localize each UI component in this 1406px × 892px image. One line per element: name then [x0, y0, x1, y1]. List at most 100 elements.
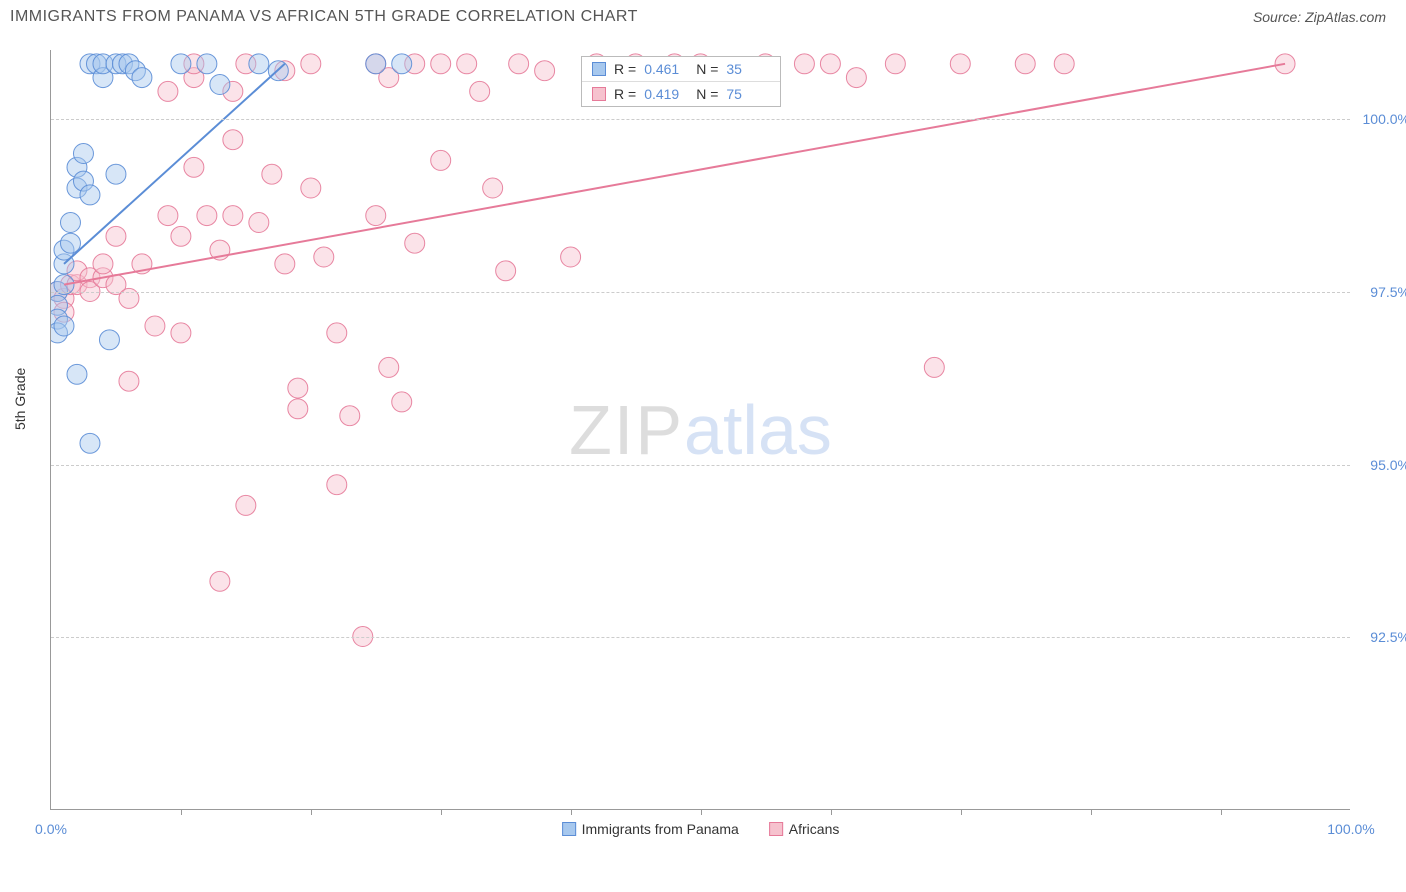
scatter-point — [327, 323, 347, 343]
scatter-point — [794, 54, 814, 74]
scatter-point — [158, 206, 178, 226]
x-tick-label: 0.0% — [35, 821, 67, 837]
x-tick — [181, 809, 182, 815]
scatter-point — [1275, 54, 1295, 74]
scatter-point — [171, 226, 191, 246]
source-name: ZipAtlas.com — [1305, 9, 1386, 25]
scatter-point — [366, 206, 386, 226]
bottom-legend-panama: Immigrants from Panama — [562, 821, 739, 837]
correlation-legend: R = 0.461 N = 35 R = 0.419 N = 75 — [581, 56, 781, 107]
x-tick — [1221, 809, 1222, 815]
source-attribution: Source: ZipAtlas.com — [1253, 9, 1386, 25]
legend-n-val-africans: 75 — [726, 86, 770, 102]
scatter-point — [197, 206, 217, 226]
scatter-point — [535, 61, 555, 81]
scatter-point — [950, 54, 970, 74]
x-tick — [571, 809, 572, 815]
x-tick — [311, 809, 312, 815]
y-tick-label: 95.0% — [1370, 457, 1406, 473]
scatter-point — [60, 233, 80, 253]
scatter-point — [288, 378, 308, 398]
legend-r-val-africans: 0.419 — [644, 86, 688, 102]
scatter-point — [496, 261, 516, 281]
scatter-point — [197, 54, 217, 74]
scatter-point — [470, 81, 490, 101]
x-tick — [441, 809, 442, 815]
x-tick — [1091, 809, 1092, 815]
scatter-point — [885, 54, 905, 74]
scatter-point — [119, 371, 139, 391]
scatter-point — [93, 254, 113, 274]
scatter-point — [249, 213, 269, 233]
scatter-point — [210, 75, 230, 95]
scatter-point — [379, 357, 399, 377]
scatter-point — [60, 213, 80, 233]
scatter-point — [457, 54, 477, 74]
scatter-point — [327, 475, 347, 495]
legend-n-val-panama: 35 — [726, 61, 770, 77]
source-prefix: Source: — [1253, 9, 1305, 25]
scatter-point — [405, 233, 425, 253]
scatter-point — [223, 206, 243, 226]
scatter-point — [223, 130, 243, 150]
scatter-point — [249, 54, 269, 74]
scatter-point — [431, 150, 451, 170]
bottom-label-panama: Immigrants from Panama — [582, 821, 739, 837]
scatter-point — [509, 54, 529, 74]
legend-row-panama: R = 0.461 N = 35 — [582, 57, 780, 82]
scatter-point — [236, 495, 256, 515]
legend-swatch-panama — [592, 62, 606, 76]
scatter-point — [171, 54, 191, 74]
gridline-h — [51, 465, 1350, 466]
scatter-point — [392, 54, 412, 74]
legend-n-label: N = — [696, 61, 718, 77]
legend-swatch-africans — [592, 87, 606, 101]
scatter-point — [210, 571, 230, 591]
y-tick-label: 100.0% — [1363, 111, 1406, 127]
scatter-point — [820, 54, 840, 74]
scatter-point — [158, 81, 178, 101]
scatter-point — [1054, 54, 1074, 74]
x-tick — [701, 809, 702, 815]
scatter-point — [145, 316, 165, 336]
bottom-legend: Immigrants from Panama Africans — [562, 821, 840, 837]
scatter-point — [340, 406, 360, 426]
scatter-point — [288, 399, 308, 419]
scatter-point — [80, 433, 100, 453]
scatter-point — [314, 247, 334, 267]
scatter-point — [171, 323, 191, 343]
scatter-point — [67, 364, 87, 384]
plot-area: ZIPatlas R = 0.461 N = 35 R = 0.419 N = … — [50, 50, 1350, 810]
legend-r-label: R = — [614, 61, 636, 77]
scatter-point — [366, 54, 386, 74]
scatter-point — [1015, 54, 1035, 74]
bottom-label-africans: Africans — [789, 821, 840, 837]
x-tick — [961, 809, 962, 815]
legend-r-label-2: R = — [614, 86, 636, 102]
chart-title: IMMIGRANTS FROM PANAMA VS AFRICAN 5TH GR… — [10, 8, 638, 26]
scatter-point — [262, 164, 282, 184]
scatter-point — [106, 226, 126, 246]
scatter-point — [54, 316, 74, 336]
scatter-point — [73, 144, 93, 164]
scatter-point — [301, 54, 321, 74]
legend-row-africans: R = 0.419 N = 75 — [582, 82, 780, 106]
scatter-point — [483, 178, 503, 198]
y-tick-label: 92.5% — [1370, 629, 1406, 645]
bottom-swatch-panama — [562, 822, 576, 836]
legend-r-val-panama: 0.461 — [644, 61, 688, 77]
gridline-h — [51, 292, 1350, 293]
x-tick-label: 100.0% — [1327, 821, 1374, 837]
bottom-legend-africans: Africans — [769, 821, 840, 837]
x-tick — [831, 809, 832, 815]
scatter-point — [80, 185, 100, 205]
y-axis-label: 5th Grade — [12, 368, 28, 430]
scatter-point — [184, 157, 204, 177]
gridline-h — [51, 119, 1350, 120]
chart-container: 5th Grade ZIPatlas R = 0.461 N = 35 R = … — [40, 50, 1390, 840]
scatter-point — [301, 178, 321, 198]
scatter-point — [132, 68, 152, 88]
scatter-point — [99, 330, 119, 350]
y-tick-label: 97.5% — [1370, 284, 1406, 300]
scatter-point — [846, 68, 866, 88]
